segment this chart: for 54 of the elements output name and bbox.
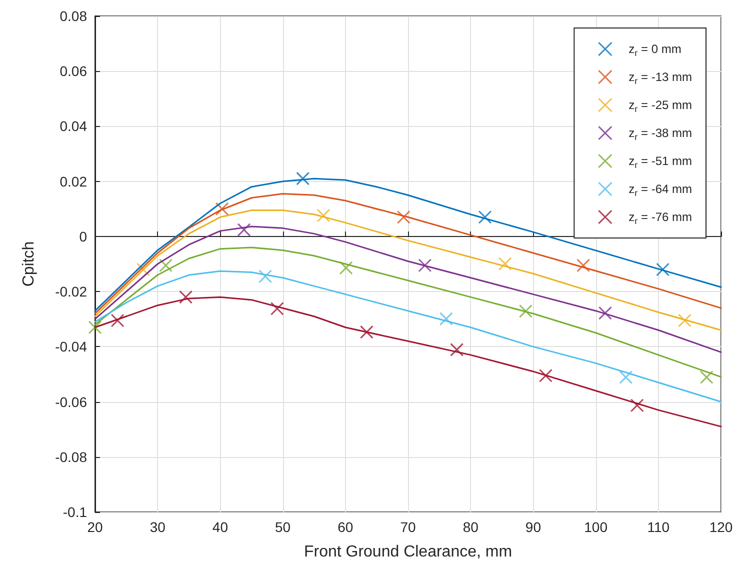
x-tick-label: 30 (150, 519, 166, 535)
x-tick-label: 120 (709, 519, 733, 535)
point (630, 398, 644, 412)
point (450, 342, 464, 356)
point (678, 314, 692, 328)
point (136, 262, 150, 276)
point (396, 210, 410, 224)
x-tick-label: 110 (647, 519, 670, 535)
line-series (94, 210, 722, 331)
y-tick-label: -0.06 (55, 394, 88, 410)
point (360, 325, 374, 339)
y-axis-title: Cpitch (20, 241, 38, 287)
y-tick-label: 0.04 (60, 118, 88, 134)
point (88, 320, 102, 334)
point (270, 302, 284, 316)
point (215, 202, 229, 216)
point (478, 210, 492, 224)
y-tick-label: 0 (79, 228, 88, 244)
point (316, 208, 330, 222)
point (439, 312, 453, 326)
y-tick-label: -0.1 (62, 504, 88, 520)
point (158, 258, 172, 272)
point (656, 262, 670, 276)
point (258, 270, 272, 284)
x-tick-label: 90 (525, 519, 542, 535)
y-tick-label: 0.06 (60, 63, 88, 80)
x-tick-label: 60 (338, 519, 354, 535)
x-tick-label: 20 (87, 519, 103, 535)
point (179, 290, 193, 304)
point (538, 368, 552, 382)
point (576, 258, 590, 272)
x-tick-label: 100 (584, 519, 608, 535)
point (110, 314, 124, 328)
x-tick-label: 70 (400, 519, 416, 535)
y-tick-label: 0.08 (60, 8, 88, 24)
point (237, 223, 251, 237)
point (339, 261, 353, 275)
line-series (94, 226, 722, 353)
point (498, 256, 512, 270)
line-series (94, 270, 722, 403)
x-tick-label: 40 (212, 519, 228, 535)
y-tick-label: -0.04 (55, 338, 88, 355)
x-axis-title: Front Ground Clearance, mm (304, 544, 512, 560)
y-tick-label: -0.02 (55, 284, 88, 300)
point (518, 304, 532, 318)
y-tick-label: 0.02 (60, 173, 88, 190)
point (619, 370, 633, 384)
point (418, 258, 432, 272)
point (296, 172, 310, 186)
x-tick-label: 80 (462, 519, 479, 535)
y-tick-label: -0.08 (55, 448, 88, 465)
point (700, 370, 714, 384)
point (598, 306, 612, 320)
x-tick-label: 50 (275, 519, 291, 535)
